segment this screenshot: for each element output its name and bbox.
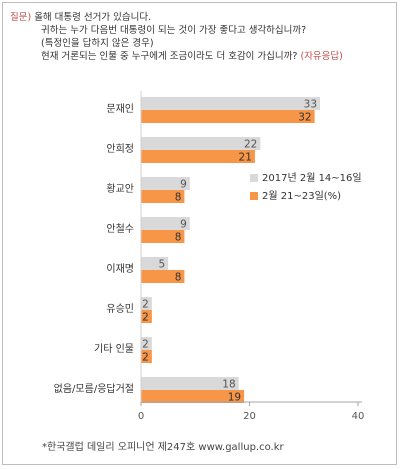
- data-label: 9: [180, 219, 187, 231]
- bar-series-2: [141, 350, 152, 363]
- category-label: 안희정: [106, 143, 134, 155]
- bar-series-2: [141, 110, 315, 123]
- bar-series-1: [141, 337, 152, 350]
- data-label: 2: [142, 312, 149, 324]
- chart-frame: [2, 2, 397, 465]
- category-label: 문재인: [106, 103, 134, 115]
- bar-series-1: [141, 377, 239, 390]
- question-line-1: 질문) 올해 대통령 선거가 있습니다.: [10, 12, 152, 23]
- survey-question: 질문) 올해 대통령 선거가 있습니다. 귀하는 누가 다음번 대통령이 되는 것…: [10, 11, 395, 63]
- bar-series-2: [141, 390, 245, 403]
- data-label: 33: [304, 99, 317, 111]
- category-label: 이재명: [106, 263, 134, 275]
- category-label: 유승민: [106, 303, 134, 315]
- bar-series-1: [141, 297, 152, 310]
- data-label: 8: [175, 192, 182, 204]
- category-label: 황교안: [106, 183, 134, 195]
- data-label: 2: [142, 299, 149, 311]
- category-label: 없음/모름/응답거절: [54, 382, 134, 395]
- x-tick-label: 40: [352, 411, 365, 422]
- bar-series-2: [141, 230, 185, 243]
- question-tag: 질문): [10, 12, 32, 23]
- data-label: 19: [228, 392, 241, 404]
- x-tick-label: 20: [243, 411, 256, 422]
- question-line-3: (특정인을 답하지 않은 경우): [41, 38, 154, 49]
- bar-series-1: [141, 217, 190, 230]
- data-label: 5: [158, 259, 165, 271]
- question-note: (자유응답): [300, 51, 343, 62]
- bar-series-2: [141, 270, 185, 283]
- category-label: 안철수: [106, 223, 134, 235]
- source-footnote: *한국갤럽 데일리 오피니언 제247호 www.gallup.co.kr: [42, 442, 284, 453]
- question-line-2: 귀하는 누가 다음번 대통령이 되는 것이 가장 좋다고 생각하십니까?: [41, 25, 307, 36]
- data-label: 9: [180, 179, 187, 191]
- data-label: 18: [222, 379, 235, 391]
- legend-label: 2월 21~23일(%): [262, 190, 341, 202]
- bar-series-1: [141, 177, 190, 190]
- data-label: 8: [175, 272, 182, 284]
- legend-swatch: [250, 192, 258, 200]
- bar-series-2: [141, 150, 255, 163]
- data-label: 21: [239, 152, 252, 164]
- data-label: 32: [298, 112, 311, 124]
- bar-series-1: [141, 257, 169, 270]
- data-label: 2: [142, 339, 149, 351]
- data-label: 2: [142, 352, 149, 364]
- bar-series-2: [141, 190, 185, 203]
- x-tick-label: 0: [138, 411, 144, 422]
- question-line-4: 현재 거론되는 인물 중 누구에게 조금이라도 더 호감이 가십니까? (자유응…: [41, 51, 343, 62]
- category-label: 기타 인물: [94, 343, 134, 355]
- data-label: 22: [244, 139, 257, 151]
- data-label: 8: [175, 232, 182, 244]
- bar-series-1: [141, 97, 321, 110]
- bar-series-2: [141, 310, 152, 323]
- bar-series-1: [141, 137, 261, 150]
- legend-label: 2017년 2월 14~16일: [262, 172, 362, 184]
- legend-swatch: [250, 174, 258, 182]
